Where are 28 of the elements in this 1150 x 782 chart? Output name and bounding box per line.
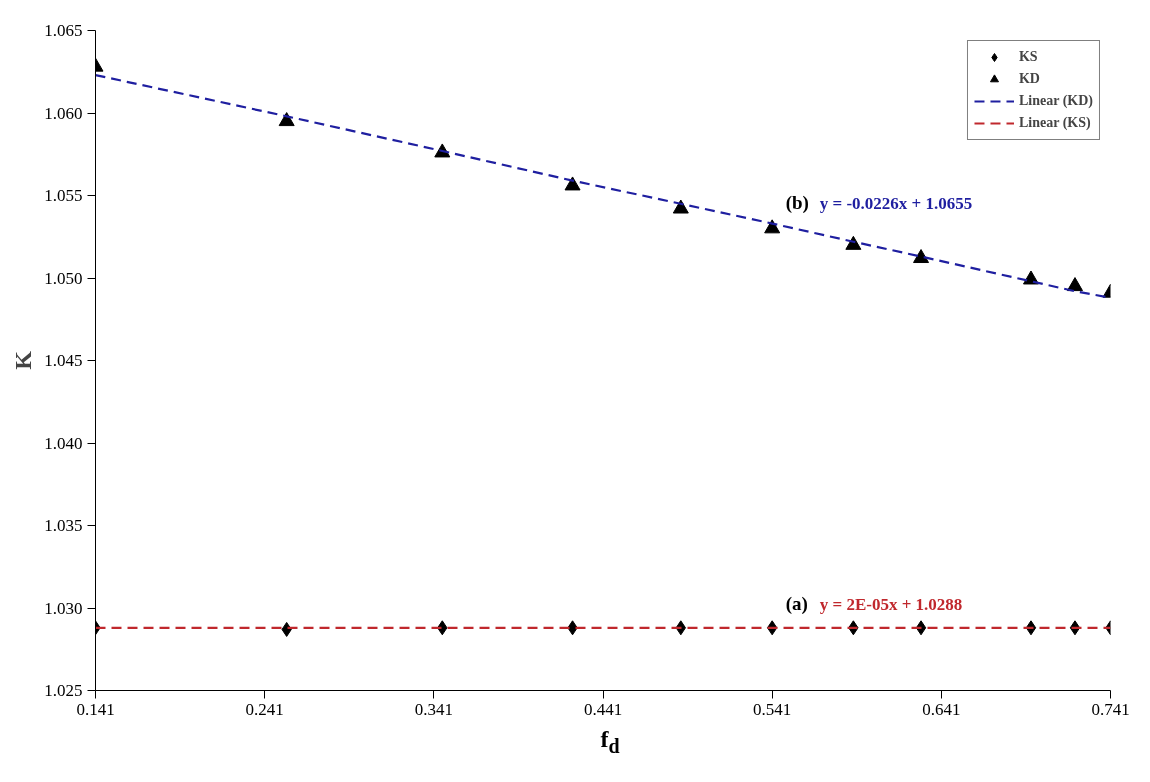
y-tick-label: 1.055 [44, 186, 83, 205]
y-tick-label: 1.065 [44, 21, 83, 40]
legend-label: Linear (KS) [1018, 115, 1091, 131]
point [564, 176, 581, 191]
x-axis-title: f$_{d}$ [600, 725, 620, 759]
annotation: y = -0.0226x + 1.0655 [819, 193, 973, 213]
annotation: y = 2E-05x + 1.0288 [819, 594, 963, 614]
y-tick-label: 1.035 [44, 516, 83, 535]
y-tick-label: 1.040 [44, 433, 83, 453]
y-axis-title: K [10, 350, 37, 370]
x-tick-label: 0.141 [76, 699, 115, 719]
point [913, 249, 930, 264]
y-tick-label: 1.025 [44, 681, 83, 700]
x-tick-label: 0.341 [414, 699, 453, 719]
legend-label: KD [1018, 71, 1040, 87]
annotation: (b) [785, 191, 809, 214]
x-tick-label: 0.241 [245, 699, 284, 719]
x-tick-label: 0.541 [753, 699, 792, 719]
x-tick-label: 0.441 [583, 699, 623, 719]
legend-label: Linear (KD) [1018, 93, 1093, 109]
x-tick-label: 0.641 [922, 699, 961, 719]
legend-label: KS [1018, 49, 1039, 65]
y-tick-label: 1.060 [44, 103, 83, 123]
y-tick-label: 1.050 [44, 268, 83, 288]
y-tick-label: 1.030 [44, 598, 83, 618]
x-tick-label: 0.741 [1091, 699, 1130, 719]
y-tick-label: 1.045 [44, 351, 83, 370]
annotation: (a) [785, 592, 808, 615]
